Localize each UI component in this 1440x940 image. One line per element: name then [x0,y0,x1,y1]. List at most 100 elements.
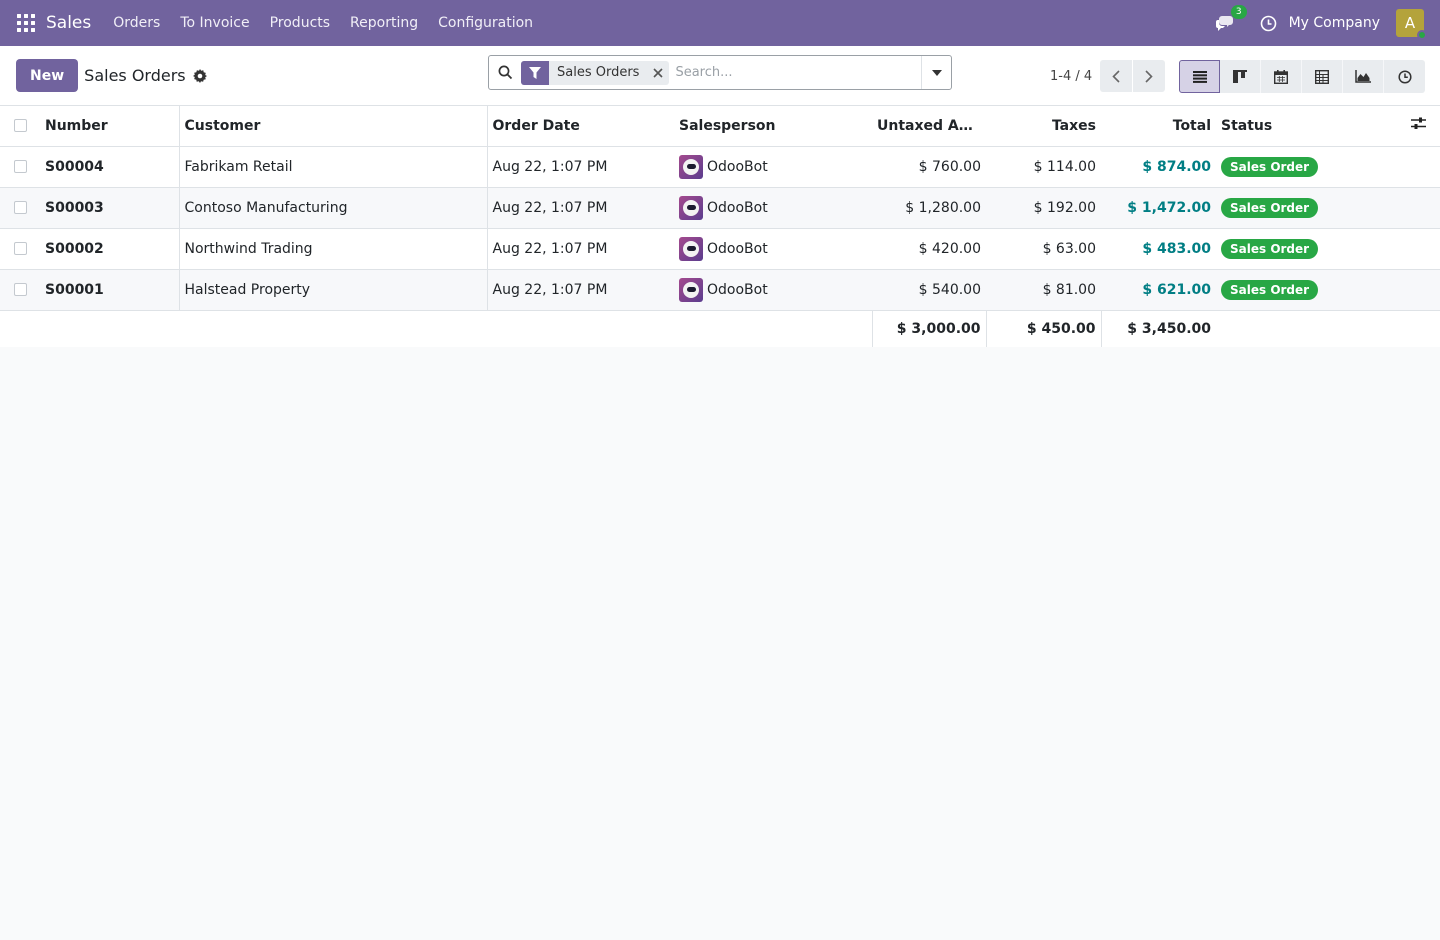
customer-name: Northwind Trading [179,228,488,270]
kanban-icon [1233,70,1247,83]
pivot-view-button[interactable] [1302,60,1343,93]
untaxed-amount: $ 760.00 [872,146,986,188]
salesperson-name: OdooBot [707,158,768,175]
activities-button[interactable] [1257,11,1281,35]
order-date: Aug 22, 1:07 PM [487,146,674,188]
menu-orders[interactable]: Orders [113,15,161,31]
odoobot-avatar [679,154,703,179]
close-icon [653,67,664,78]
kanban-view-button[interactable] [1220,60,1261,93]
user-avatar[interactable]: A [1396,9,1427,40]
actions-gear-button[interactable] [192,68,207,83]
messages-button[interactable]: 3 [1213,5,1247,35]
table-row[interactable]: S00001 Halstead Property Aug 22, 1:07 PM… [0,269,1440,311]
salesperson-name: OdooBot [707,199,768,216]
taxes-total: $ 450.00 [985,310,1101,347]
salesperson-cell: OdooBot [674,146,872,188]
sliders-icon [1411,117,1426,130]
odoobot-avatar [679,195,703,220]
avatar-letter: A [1404,14,1416,32]
order-number: S00003 [40,187,180,229]
top-navbar: Sales Orders To Invoice Products Reporti… [0,0,1440,46]
status-badge: Sales Order [1221,238,1319,259]
chevron-right-icon [1145,69,1153,83]
optional-columns-toggle[interactable] [1406,106,1440,147]
chat-icon [1215,16,1233,31]
search-icon[interactable] [489,65,521,80]
row-checkbox[interactable] [0,269,40,311]
menu-reporting[interactable]: Reporting [350,15,419,31]
salesperson-cell: OdooBot [674,187,872,229]
total-amount: $ 483.00 [1101,228,1216,270]
header-salesperson[interactable]: Salesperson [674,106,872,147]
table-row[interactable]: S00003 Contoso Manufacturing Aug 22, 1:0… [0,187,1440,229]
facet-label: Sales Orders [557,65,640,80]
customer-name: Fabrikam Retail [179,146,488,188]
status-cell: Sales Order [1216,187,1406,229]
table-row[interactable]: S00004 Fabrikam Retail Aug 22, 1:07 PM O… [0,146,1440,188]
gear-icon [192,68,207,83]
total-amount: $ 874.00 [1101,146,1216,188]
search-options-toggle[interactable] [921,56,951,89]
header-number[interactable]: Number [40,106,180,147]
untaxed-total: $ 3,000.00 [871,310,986,347]
filter-icon [521,60,549,85]
salesperson-name: OdooBot [707,240,768,257]
select-all-checkbox[interactable] [0,106,40,147]
status-badge: Sales Order [1221,156,1319,177]
order-number: S00004 [40,146,180,188]
list-view-button[interactable] [1179,60,1220,93]
untaxed-amount: $ 540.00 [872,269,986,311]
calendar-view-button[interactable] [1261,60,1302,93]
totals-row: $ 3,000.00 $ 450.00 $ 3,450.00 [0,310,1440,347]
order-date: Aug 22, 1:07 PM [487,187,674,229]
salesperson-name: OdooBot [707,281,768,298]
menu-products[interactable]: Products [269,15,331,31]
odoobot-avatar [679,277,703,302]
pager-next-button[interactable] [1133,60,1166,92]
customer-name: Contoso Manufacturing [179,187,488,229]
header-total[interactable]: Total [1101,106,1216,147]
search-input[interactable] [675,58,921,87]
apps-menu-icon[interactable] [14,11,38,35]
calendar-icon [1274,69,1288,84]
row-checkbox[interactable] [0,228,40,270]
header-taxes[interactable]: Taxes [986,106,1101,147]
order-date: Aug 22, 1:07 PM [487,228,674,270]
control-panel: New Sales Orders Sales Orders 1-4 / 4 [0,46,1440,106]
taxes-amount: $ 63.00 [986,228,1101,270]
status-cell: Sales Order [1216,269,1406,311]
app-brand[interactable]: Sales [46,13,92,33]
activity-view-button[interactable] [1384,60,1425,93]
row-checkbox[interactable] [0,187,40,229]
status-badge: Sales Order [1221,197,1319,218]
row-checkbox[interactable] [0,146,40,188]
order-number: S00002 [40,228,180,270]
total-amount: $ 1,472.00 [1101,187,1216,229]
order-date: Aug 22, 1:07 PM [487,269,674,311]
status-cell: Sales Order [1216,228,1406,270]
header-untaxed-amount[interactable]: Untaxed Amo... [872,106,986,147]
customer-name: Halstead Property [179,269,488,311]
sales-orders-table: Number Customer Order Date Salesperson U… [0,106,1440,347]
taxes-amount: $ 81.00 [986,269,1101,311]
new-button[interactable]: New [16,59,79,92]
menu-configuration[interactable]: Configuration [438,15,534,31]
table-row[interactable]: S00002 Northwind Trading Aug 22, 1:07 PM… [0,228,1440,270]
company-switcher[interactable]: My Company [1288,15,1380,31]
header-order-date[interactable]: Order Date [487,106,674,147]
search-bar: Sales Orders [488,55,952,90]
online-status-dot [1417,30,1427,40]
table-header-row: Number Customer Order Date Salesperson U… [0,106,1440,147]
header-status[interactable]: Status [1216,106,1406,147]
clock-icon [1397,69,1412,84]
menu-to-invoice[interactable]: To Invoice [180,15,250,31]
pager-value[interactable]: 1-4 / 4 [1050,68,1093,84]
facet-remove-button[interactable] [647,67,669,78]
pager-previous-button[interactable] [1100,60,1133,92]
salesperson-cell: OdooBot [674,228,872,270]
area-chart-icon [1355,70,1371,83]
graph-view-button[interactable] [1343,60,1384,93]
header-customer[interactable]: Customer [179,106,488,147]
view-switcher [1179,60,1425,93]
